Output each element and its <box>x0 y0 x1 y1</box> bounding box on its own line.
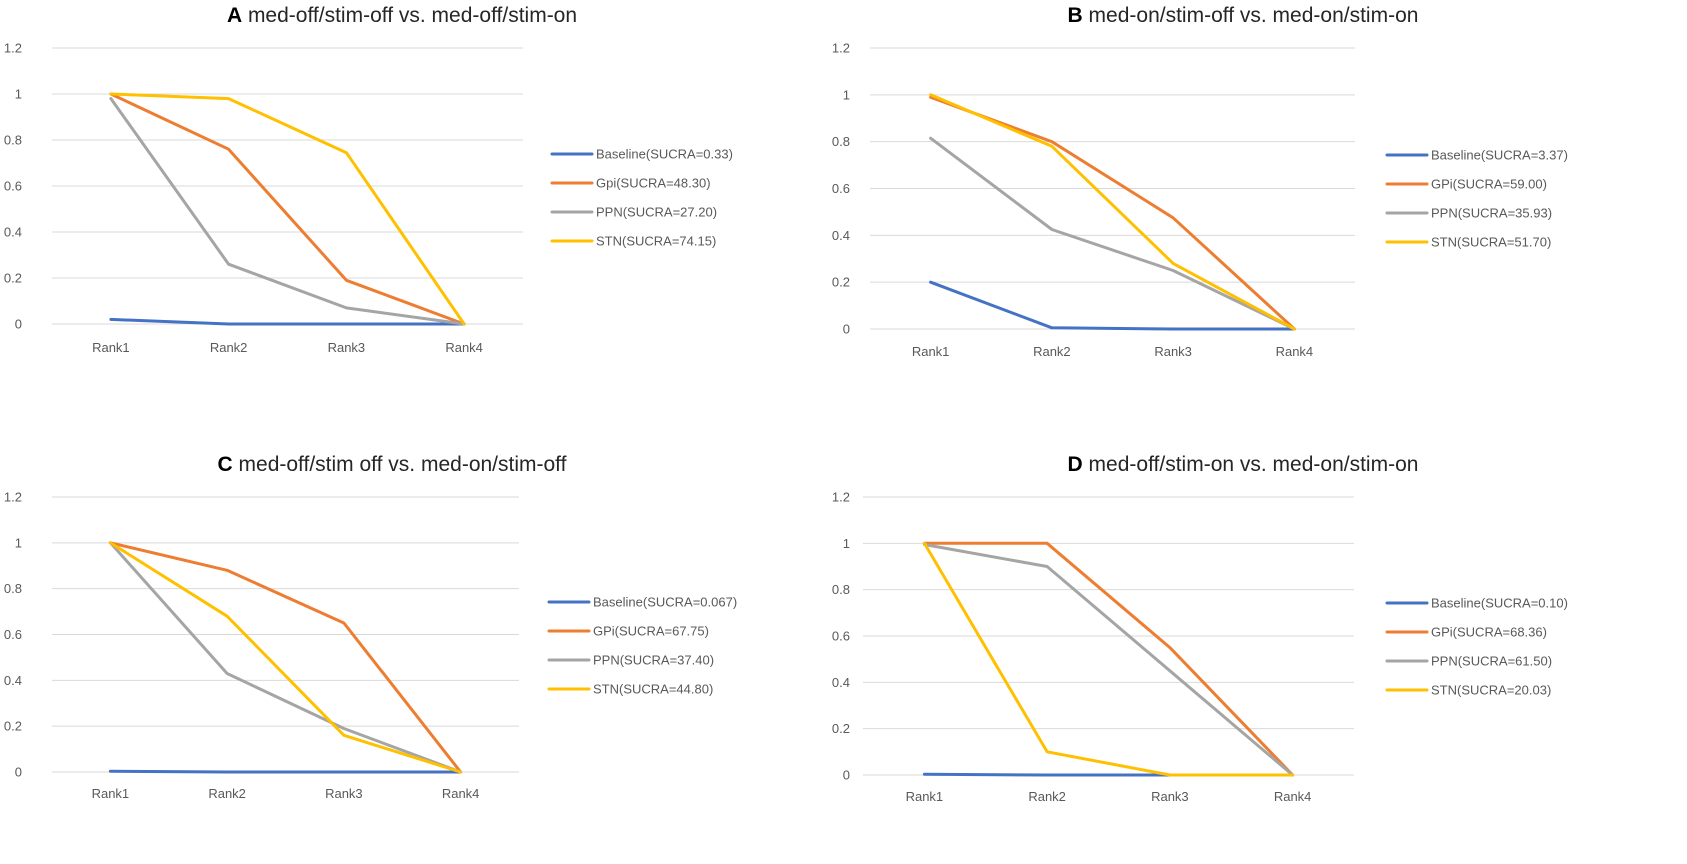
panel-c-y-tick-5: 1 <box>15 535 22 550</box>
panel-b-letter: B <box>1068 4 1083 27</box>
panel-c-letter: C <box>218 453 233 476</box>
panel-b-title: B med-on/stim-off vs. med-on/stim-on <box>1068 4 1419 27</box>
panel-a-title-text: med-off/stim-off vs. med-off/stim-on <box>242 4 577 27</box>
panel-d-x-tick-4: Rank4 <box>1274 789 1312 804</box>
panel-c-y-tick-1: 0.2 <box>4 719 22 734</box>
panel-b-legend-label-1: Baseline(SUCRA=3.37) <box>1431 148 1568 163</box>
panel-d-legend-label-2: GPi(SUCRA=68.36) <box>1431 625 1547 640</box>
panel-a-series-line-4 <box>109 92 466 326</box>
panel-c-x-tick-2: Rank2 <box>208 786 246 801</box>
panel-a-y-tick-4: 0.8 <box>4 133 22 148</box>
panel-b-y-tick-3: 0.6 <box>832 181 850 196</box>
panel-c-y-tick-2: 0.4 <box>4 673 22 688</box>
panel-d-series-line-3 <box>922 543 1295 777</box>
panel-c-title-text: med-off/stim off vs. med-on/stim-off <box>233 453 567 476</box>
panel-d-y-tick-6: 1.2 <box>832 490 850 505</box>
panel-a-y-tick-3: 0.6 <box>4 179 22 194</box>
panel-b-y-tick-4: 0.8 <box>832 134 850 149</box>
panel-a-title: A med-off/stim-off vs. med-off/stim-on <box>227 4 577 27</box>
panel-a-y-tick-0: 0 <box>15 317 22 332</box>
panel-c-title: C med-off/stim off vs. med-on/stim-off <box>218 453 567 476</box>
panel-c-legend-label-4: STN(SUCRA=44.80) <box>593 682 713 697</box>
panel-d-y-tick-4: 0.8 <box>832 582 850 597</box>
panel-a-legend-label-4: STN(SUCRA=74.15) <box>596 234 716 249</box>
panel-d-title: D med-off/stim-on vs. med-on/stim-on <box>1068 453 1419 476</box>
panel-b-legend-label-3: PPN(SUCRA=35.93) <box>1431 206 1552 221</box>
panel-c-y-tick-0: 0 <box>15 765 22 780</box>
panel-c-y-tick-4: 0.8 <box>4 581 22 596</box>
panel-c-series-line-1 <box>108 769 463 774</box>
panel-b-x-tick-1: Rank1 <box>912 344 950 359</box>
panel-d-x-tick-2: Rank2 <box>1028 789 1066 804</box>
panel-d-title-text: med-off/stim-on vs. med-on/stim-on <box>1083 453 1419 476</box>
panel-d-x-tick-3: Rank3 <box>1151 789 1189 804</box>
panel-c-y-tick-3: 0.6 <box>4 627 22 642</box>
panel-c-series-line-3 <box>108 541 463 774</box>
panel-d-series-line-4 <box>922 541 1295 777</box>
panel-a-y-tick-2: 0.4 <box>4 225 22 240</box>
panel-c-legend-label-3: PPN(SUCRA=37.40) <box>593 653 714 668</box>
panel-b-y-tick-0: 0 <box>843 322 850 337</box>
panel-c-x-tick-1: Rank1 <box>92 786 130 801</box>
panel-c-x-tick-4: Rank4 <box>442 786 480 801</box>
panel-c-series-line-2 <box>108 541 463 774</box>
panel-a-letter: A <box>227 4 242 27</box>
panel-b-series-line-2 <box>929 95 1296 331</box>
panel-d-series-line-2 <box>922 541 1295 777</box>
panel-b-series-line-1 <box>929 280 1296 331</box>
panel-b-y-tick-6: 1.2 <box>832 41 850 56</box>
panel-d-legend-label-4: STN(SUCRA=20.03) <box>1431 683 1551 698</box>
panel-a-x-tick-1: Rank1 <box>92 340 130 355</box>
panel-c-legend-label-1: Baseline(SUCRA=0.067) <box>593 595 737 610</box>
panel-d-letter: D <box>1068 453 1083 476</box>
panel-a-series-line-2 <box>109 92 466 326</box>
panel-b-legend-label-2: GPi(SUCRA=59.00) <box>1431 177 1547 192</box>
panel-b-series-line-4 <box>929 93 1296 331</box>
panel-d-y-tick-1: 0.2 <box>832 721 850 736</box>
panel-d-legend-label-3: PPN(SUCRA=61.50) <box>1431 654 1552 669</box>
panel-b-x-tick-3: Rank3 <box>1154 344 1192 359</box>
panel-d-x-tick-1: Rank1 <box>906 789 944 804</box>
panel-b-series-line-3 <box>929 136 1296 331</box>
panel-b-x-tick-2: Rank2 <box>1033 344 1071 359</box>
panel-c-x-tick-3: Rank3 <box>325 786 363 801</box>
panel-a-x-tick-2: Rank2 <box>210 340 248 355</box>
panel-c-y-tick-6: 1.2 <box>4 490 22 505</box>
panel-a-legend-label-2: Gpi(SUCRA=48.30) <box>596 176 711 191</box>
panel-b-y-tick-5: 1 <box>843 87 850 102</box>
panel-a-y-tick-6: 1.2 <box>4 41 22 56</box>
panel-a-series-line-1 <box>109 317 466 326</box>
panel-a-legend-label-1: Baseline(SUCRA=0.33) <box>596 147 733 162</box>
panel-a-legend-label-3: PPN(SUCRA=27.20) <box>596 205 717 220</box>
panel-b-legend-label-4: STN(SUCRA=51.70) <box>1431 235 1551 250</box>
panel-d-y-tick-0: 0 <box>843 768 850 783</box>
panel-c-series-line-4 <box>108 541 463 774</box>
panel-a-y-tick-5: 1 <box>15 87 22 102</box>
panel-d-legend-label-1: Baseline(SUCRA=0.10) <box>1431 596 1568 611</box>
panel-b-title-text: med-on/stim-off vs. med-on/stim-on <box>1083 4 1419 27</box>
panel-d-y-tick-5: 1 <box>843 536 850 551</box>
panel-b-y-tick-2: 0.4 <box>832 228 850 243</box>
panel-a-x-tick-3: Rank3 <box>328 340 366 355</box>
panel-b-y-tick-1: 0.2 <box>832 275 850 290</box>
panel-a-y-tick-1: 0.2 <box>4 271 22 286</box>
panel-d-y-tick-2: 0.4 <box>832 675 850 690</box>
panel-c-legend-label-2: GPi(SUCRA=67.75) <box>593 624 709 639</box>
panel-b-x-tick-4: Rank4 <box>1276 344 1314 359</box>
panel-a-x-tick-4: Rank4 <box>445 340 483 355</box>
panel-d-y-tick-3: 0.6 <box>832 629 850 644</box>
panel-a-series-line-3 <box>109 97 466 326</box>
